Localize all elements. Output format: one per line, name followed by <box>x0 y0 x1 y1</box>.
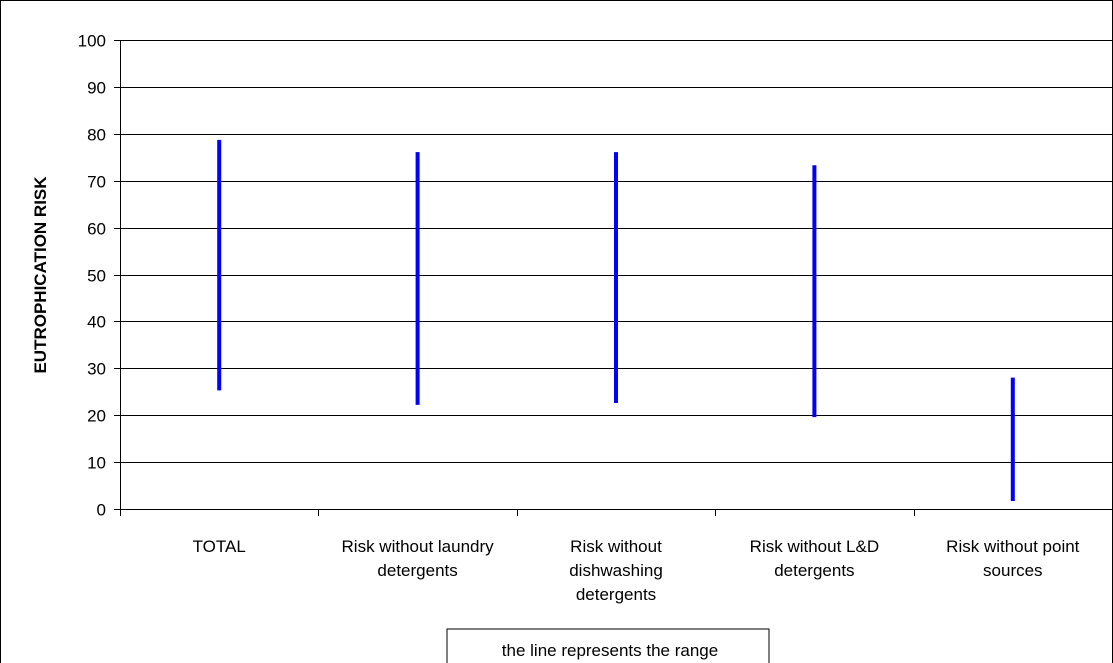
y-tick-label: 0 <box>97 501 106 520</box>
annotation-text: the line represents the range <box>502 641 718 660</box>
y-axis-title: EUTROPHICATION RISK <box>31 176 50 374</box>
x-category-label: detergents <box>576 585 656 604</box>
x-category-labels: TOTAL Risk without laundry detergents Risk … <box>193 537 1080 604</box>
y-tick-label: 20 <box>87 407 106 426</box>
axes <box>114 40 1113 516</box>
y-tick-label: 10 <box>87 454 106 473</box>
y-tick-labels: 0 10 20 30 40 50 60 70 80 90 100 <box>78 32 106 520</box>
y-tick-label: 100 <box>78 32 106 51</box>
y-tick-label: 30 <box>87 360 106 379</box>
y-tick-label: 40 <box>87 313 106 332</box>
range-lines <box>217 139 1015 502</box>
y-tick-label: 50 <box>87 267 106 286</box>
y-tick-label: 90 <box>87 79 106 98</box>
x-category-label: Risk without point <box>946 537 1080 556</box>
x-category-label: Risk without <box>570 537 662 556</box>
x-category-label: dishwashing <box>569 561 663 580</box>
x-category-label: sources <box>983 561 1043 580</box>
x-category-label: TOTAL <box>193 537 246 556</box>
y-tick-label: 60 <box>87 220 106 239</box>
x-category-label: Risk without L&D <box>750 537 879 556</box>
x-category-label: Risk without laundry <box>342 537 495 556</box>
x-category-label: detergents <box>774 561 854 580</box>
y-tick-label: 80 <box>87 126 106 145</box>
annotation-box: the line represents the range <box>446 628 770 663</box>
x-category-label: detergents <box>377 561 457 580</box>
y-tick-label: 70 <box>87 173 106 192</box>
